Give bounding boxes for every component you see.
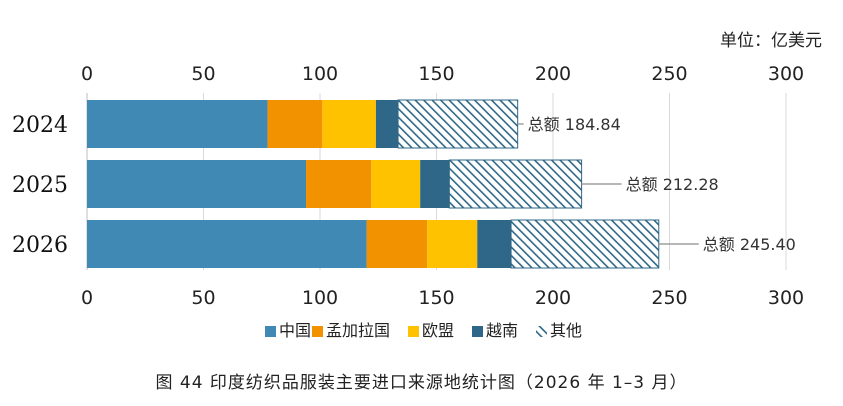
legend-swatch [408, 326, 419, 337]
x-tick-label-top: 100 [302, 63, 338, 85]
legend-swatch [472, 326, 483, 337]
chart-caption: 图 44 印度纺织品服装主要进口来源地统计图（2026 年 1–3 月） [155, 373, 688, 393]
x-tick-label-bottom: 300 [768, 287, 804, 309]
legend-label: 中国 [279, 321, 311, 340]
legend-label: 其他 [550, 321, 582, 340]
bar-segment [87, 220, 367, 268]
category-label: 2024 [12, 113, 68, 138]
x-tick-label-bottom: 0 [81, 287, 93, 309]
bar-segment [375, 100, 399, 148]
unit-label: 单位：亿美元 [720, 31, 822, 51]
bar-segment [366, 220, 428, 268]
x-tick-label-bottom: 150 [418, 287, 454, 309]
legend-label: 越南 [486, 321, 518, 340]
x-tick-label-top: 50 [191, 63, 215, 85]
bar-segment [371, 160, 421, 208]
legend-swatch [536, 326, 547, 337]
x-tick-label-top: 300 [768, 63, 804, 85]
bar-segment [448, 159, 583, 209]
x-tick-label-top: 250 [651, 63, 687, 85]
legend-label: 欧盟 [422, 321, 454, 340]
bar-segment [397, 99, 519, 149]
total-label: 总额 212.28 [626, 175, 719, 194]
bar-segment [322, 100, 376, 148]
x-tick-label-bottom: 250 [651, 287, 687, 309]
x-tick-label-top: 150 [418, 63, 454, 85]
legend-swatch [312, 326, 323, 337]
category-label: 2025 [12, 173, 68, 198]
bar-segment [267, 100, 323, 148]
legend-swatch [265, 326, 276, 337]
legend-label: 孟加拉国 [326, 321, 390, 340]
bar-segment [477, 220, 512, 268]
x-tick-label-bottom: 50 [191, 287, 215, 309]
x-tick-label-top: 200 [535, 63, 571, 85]
x-tick-label-bottom: 100 [302, 287, 338, 309]
bar-segment [87, 160, 307, 208]
bar-segment [420, 160, 450, 208]
x-tick-label-bottom: 200 [535, 287, 571, 309]
bar-segment [510, 219, 660, 269]
x-tick-label-top: 0 [81, 63, 93, 85]
total-label: 总额 245.40 [703, 235, 796, 254]
bar-segment [427, 220, 478, 268]
bar-segment [306, 160, 372, 208]
category-label: 2026 [12, 233, 68, 258]
total-label: 总额 184.84 [528, 115, 621, 134]
bar-segment [87, 100, 268, 148]
